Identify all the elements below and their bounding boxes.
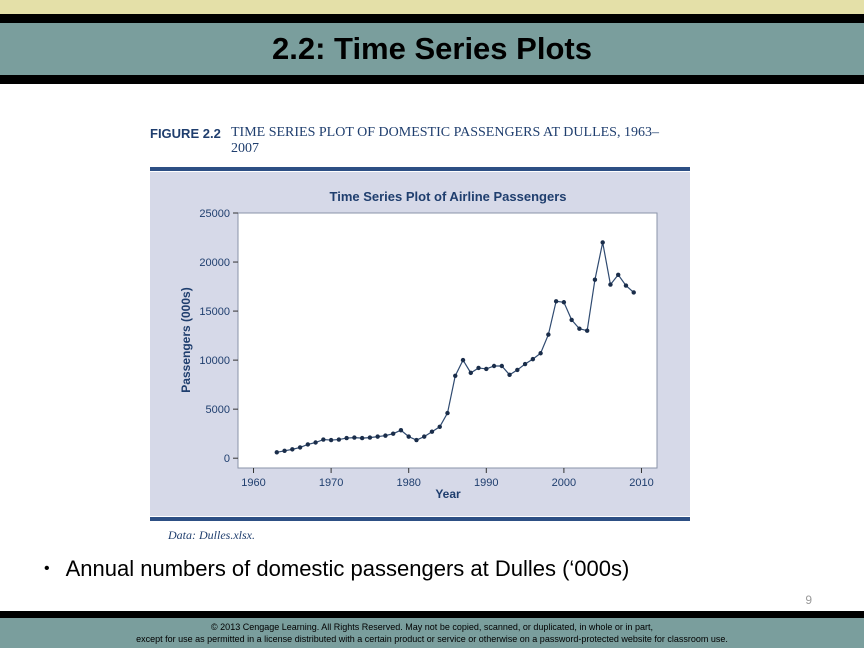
data-point <box>429 429 435 434</box>
data-point <box>577 326 582 331</box>
data-point <box>538 351 543 356</box>
bullet-text: Annual numbers of domestic passengers at… <box>65 556 630 581</box>
figure-bottom-rule <box>150 517 690 521</box>
data-point <box>422 434 427 439</box>
title-bar: 2.2: Time Series Plots <box>0 14 864 84</box>
line-chart: Time Series Plot of Airline Passengers 0… <box>179 189 658 501</box>
data-point <box>484 366 489 372</box>
data-point <box>460 357 466 363</box>
data-point <box>476 365 481 371</box>
y-tick-label: 20000 <box>199 257 230 269</box>
x-tick-label: 2000 <box>552 477 576 489</box>
data-point <box>437 424 442 430</box>
data-point <box>616 272 621 277</box>
data-point <box>383 433 388 438</box>
axes: 0 5000 10000 15000 20000 25000 1960 1970 1980 199… <box>199 208 653 489</box>
footer-line-2: except for use as permitted in a license… <box>136 634 728 644</box>
x-tick-label: 2010 <box>629 477 653 489</box>
chart-panel: Time Series Plot of Airline Passengers 0… <box>150 172 690 516</box>
data-point <box>499 363 505 369</box>
y-tick-label: 5000 <box>206 404 230 416</box>
data-point <box>367 435 373 440</box>
data-point <box>453 373 458 379</box>
plot-area <box>237 212 658 469</box>
data-point <box>290 447 295 452</box>
data-point <box>584 328 590 333</box>
data-point <box>623 283 629 288</box>
x-axis-label: Year <box>435 487 461 501</box>
data-point <box>390 431 396 436</box>
y-axis-label: Passengers (000s) <box>179 287 193 392</box>
data-point <box>352 435 357 440</box>
x-tick-label: 1990 <box>474 477 498 489</box>
y-tick-label: 15000 <box>199 306 230 318</box>
data-source-note: Data: Dulles.xlsx. <box>168 528 255 542</box>
data-point <box>561 300 567 305</box>
copyright-footer: © 2013 Cengage Learning. All Rights Rese… <box>0 618 864 648</box>
data-point <box>491 363 497 369</box>
data-point <box>553 299 559 304</box>
data-point <box>321 437 326 442</box>
top-accent-stripe <box>0 0 864 14</box>
data-point <box>406 434 411 439</box>
data-point <box>631 290 636 295</box>
data-point <box>282 448 287 454</box>
footer-line-1: © 2013 Cengage Learning. All Rights Rese… <box>211 622 653 632</box>
data-point <box>398 428 404 433</box>
title-band: 2.2: Time Series Plots <box>0 23 864 75</box>
data-point <box>608 282 613 287</box>
data-point <box>445 410 450 416</box>
data-point <box>414 437 419 443</box>
data-point <box>600 240 605 245</box>
bullet-point: • Annual numbers of domestic passengers a… <box>44 556 629 582</box>
data-point <box>297 445 303 450</box>
bullet-icon: • <box>44 560 50 577</box>
data-point <box>336 437 342 442</box>
footer-bar: © 2013 Cengage Learning. All Rights Rese… <box>0 611 864 648</box>
figure-caption: TIME SERIES PLOT OF DOMESTIC PASSENGERS … <box>231 125 659 156</box>
data-point <box>515 367 520 373</box>
chart-title: Time Series Plot of Airline Passengers <box>330 189 567 204</box>
data-point <box>305 442 311 447</box>
slide-title: 2.2: Time Series Plots <box>272 31 592 66</box>
data-point <box>375 434 380 439</box>
x-tick-label: 1960 <box>241 477 265 489</box>
series-group <box>274 240 636 455</box>
y-tick-label: 25000 <box>199 208 230 220</box>
x-tick-label: 1980 <box>396 477 420 489</box>
data-point <box>468 370 473 376</box>
figure-top-rule <box>150 167 690 171</box>
data-point <box>359 435 365 441</box>
data-point <box>569 317 574 323</box>
x-tick-label: 1970 <box>319 477 343 489</box>
data-point <box>313 440 318 445</box>
data-point <box>522 361 528 367</box>
data-point <box>546 332 551 337</box>
data-point <box>328 437 334 443</box>
data-point <box>530 356 536 362</box>
y-tick-label: 10000 <box>199 355 230 367</box>
data-point <box>507 372 512 378</box>
figure-label: FIGURE 2.2 <box>150 126 221 141</box>
data-point <box>344 435 349 441</box>
page-number: 9 <box>805 593 812 607</box>
data-point <box>274 450 279 455</box>
y-tick-label: 0 <box>224 453 230 465</box>
data-point <box>592 277 598 282</box>
